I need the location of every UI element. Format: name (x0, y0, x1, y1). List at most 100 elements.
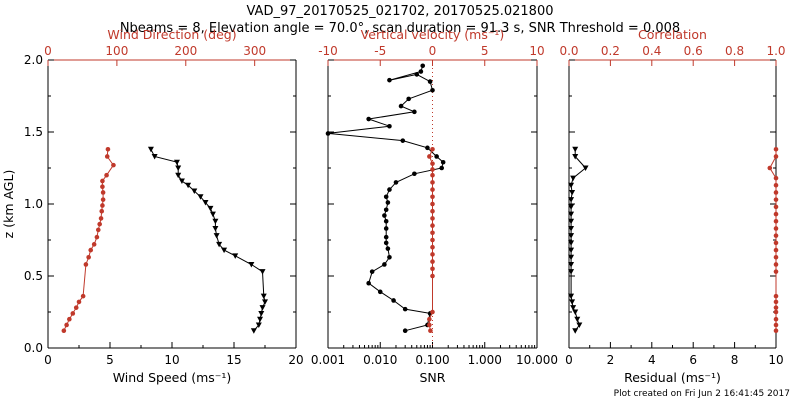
snr-point (383, 207, 389, 213)
correlation-point (773, 328, 779, 334)
wind-speed-point (175, 165, 182, 171)
vertical-velocity-point (427, 316, 432, 322)
vertical-velocity-point (427, 322, 432, 328)
correlation-point (773, 269, 779, 274)
correlation-point (773, 226, 779, 231)
wind-direction-point (73, 305, 79, 310)
residual-point (572, 146, 579, 153)
wind-direction-point (64, 322, 69, 328)
wind-speed-point (212, 225, 219, 232)
wind-direction-point (98, 216, 104, 221)
residual-point (572, 153, 579, 160)
snr-point (406, 96, 411, 102)
x-bottom-tick-label: 10 (164, 353, 179, 367)
snr-point (366, 280, 371, 286)
residual-point (568, 233, 575, 239)
snr-point (412, 109, 417, 115)
wind-direction-point (100, 178, 105, 184)
snr-point (383, 240, 389, 246)
x-top-tick-label: 0.2 (601, 44, 620, 58)
snr-point (439, 165, 445, 171)
residual-point (568, 293, 575, 300)
correlation-point (773, 309, 779, 315)
x-bottom-tick-label: 4 (648, 353, 656, 367)
snr-point (402, 328, 408, 334)
wind-direction-point (100, 197, 106, 202)
wind-direction-point (80, 293, 86, 299)
vertical-velocity-point (430, 309, 435, 315)
x-top-tick-label: 0.4 (642, 44, 661, 58)
snr-point (434, 154, 439, 159)
snr-point (385, 246, 391, 251)
x-top-tick-label: 10 (529, 44, 544, 58)
wind-direction-point (100, 184, 105, 190)
residual-point (568, 218, 575, 225)
wind-speed-point (248, 261, 255, 268)
y-axis-label: z (km AGL) (1, 170, 16, 239)
x-bottom-tick-label: 0.010 (363, 353, 397, 367)
snr-point (430, 87, 435, 93)
x-top-tick-label: 5 (481, 44, 489, 58)
wind-direction-point (95, 227, 101, 233)
wind-direction-point (111, 162, 116, 168)
wind-direction-point (97, 221, 102, 227)
wind-direction-point (83, 262, 89, 267)
x-bottom-tick-label: 0.001 (311, 353, 345, 367)
correlation-point (773, 218, 779, 224)
correlation-point (773, 299, 779, 305)
wind-direction-point (67, 316, 72, 322)
vertical-velocity-point (430, 259, 435, 264)
snr-point (369, 269, 375, 274)
snr-point (382, 262, 387, 267)
wind-speed-point (197, 194, 204, 200)
wind-direction-point (70, 311, 76, 316)
snr-point (391, 298, 396, 303)
wind-direction-point (99, 208, 105, 214)
wind-speed-point (175, 172, 182, 179)
snr-point (420, 63, 426, 69)
snr-point (398, 103, 404, 109)
x-bottom-tick-label: 8 (731, 353, 739, 367)
wind-direction-point (86, 254, 91, 260)
correlation-point (773, 262, 779, 267)
vertical-velocity-point (430, 194, 435, 200)
wind-direction-point (100, 190, 106, 195)
wind-direction-point (104, 154, 110, 159)
correlation-point (773, 146, 779, 152)
x-bottom-tick-label: 0 (44, 353, 52, 367)
correlation-point (773, 254, 779, 260)
wind-speed-point (216, 241, 223, 248)
residual-point (569, 299, 576, 305)
wind-speed-point (178, 178, 185, 184)
wind-speed-point (221, 247, 228, 254)
x-top-axis-label: Correlation (638, 27, 707, 42)
vertical-velocity-point (430, 230, 435, 236)
vertical-velocity-point (430, 244, 435, 250)
wind-speed-point (147, 146, 154, 153)
residual-point (572, 309, 579, 315)
x-bottom-tick-label: 10 (768, 353, 783, 367)
wind-speed-point (151, 153, 158, 160)
vertical-velocity-point (430, 201, 435, 207)
vertical-velocity-point (430, 187, 435, 192)
residual-point (568, 204, 575, 210)
x-bottom-axis-label: SNR (420, 370, 446, 385)
correlation-point (773, 240, 779, 246)
residual-point (570, 175, 577, 182)
plot-created-note: Plot created on Fri Jun 2 16:41:45 2017 (614, 389, 790, 399)
snr-point (325, 131, 331, 136)
snr-point (440, 159, 446, 165)
x-bottom-tick-label: 20 (288, 353, 303, 367)
correlation-point (773, 154, 779, 159)
vertical-velocity-point (430, 237, 435, 243)
correlation-point (773, 322, 779, 328)
snr-point (387, 187, 392, 192)
wind-speed-point (262, 299, 268, 305)
vertical-velocity-point (430, 252, 435, 257)
wind-direction-point (91, 242, 97, 247)
residual-point (582, 165, 589, 171)
residual-point (569, 189, 576, 196)
snr-point (383, 226, 389, 231)
vertical-velocity-point (428, 328, 433, 334)
